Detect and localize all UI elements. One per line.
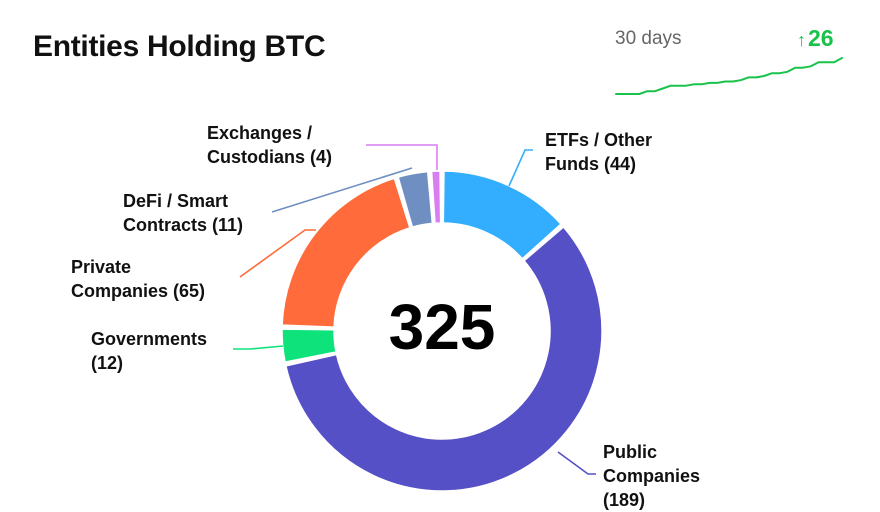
slice-public-companies[interactable] <box>285 226 603 492</box>
donut-chart <box>233 144 603 492</box>
total-count: 325 <box>388 291 496 363</box>
leader-line-governments <box>233 345 284 350</box>
slice-label-public-companies: Public Companies (189) <box>603 442 701 510</box>
leader-line-public-companies <box>557 451 596 475</box>
slice-exchanges[interactable] <box>430 170 442 224</box>
period-label: 30 days <box>615 28 682 49</box>
change-value: 26 <box>808 25 834 51</box>
sparkline-line <box>615 57 843 95</box>
slice-private-companies[interactable] <box>281 177 411 328</box>
slice-etfs[interactable] <box>442 170 562 260</box>
slice-label-exchanges: Exchanges / Custodians (4) <box>207 123 333 167</box>
change-indicator: ↑26 <box>797 25 834 52</box>
leader-line-etfs <box>508 149 533 187</box>
slice-label-etfs: ETFs / Other Funds (44) <box>545 130 653 174</box>
sparkline-chart <box>615 57 843 95</box>
slice-label-private-companies: Private Companies (65) <box>71 257 206 301</box>
slice-label-defi: DeFi / Smart Contracts (11) <box>123 191 244 235</box>
slice-label-governments: Governments (12) <box>91 329 208 373</box>
up-arrow-icon: ↑ <box>797 30 806 50</box>
slice-governments[interactable] <box>281 328 337 363</box>
chart-title: Entities Holding BTC <box>33 30 326 63</box>
leader-line-private-companies <box>239 229 316 278</box>
slice-defi[interactable] <box>397 170 434 228</box>
leader-line-exchanges <box>366 144 438 170</box>
leader-line-defi <box>271 167 413 213</box>
